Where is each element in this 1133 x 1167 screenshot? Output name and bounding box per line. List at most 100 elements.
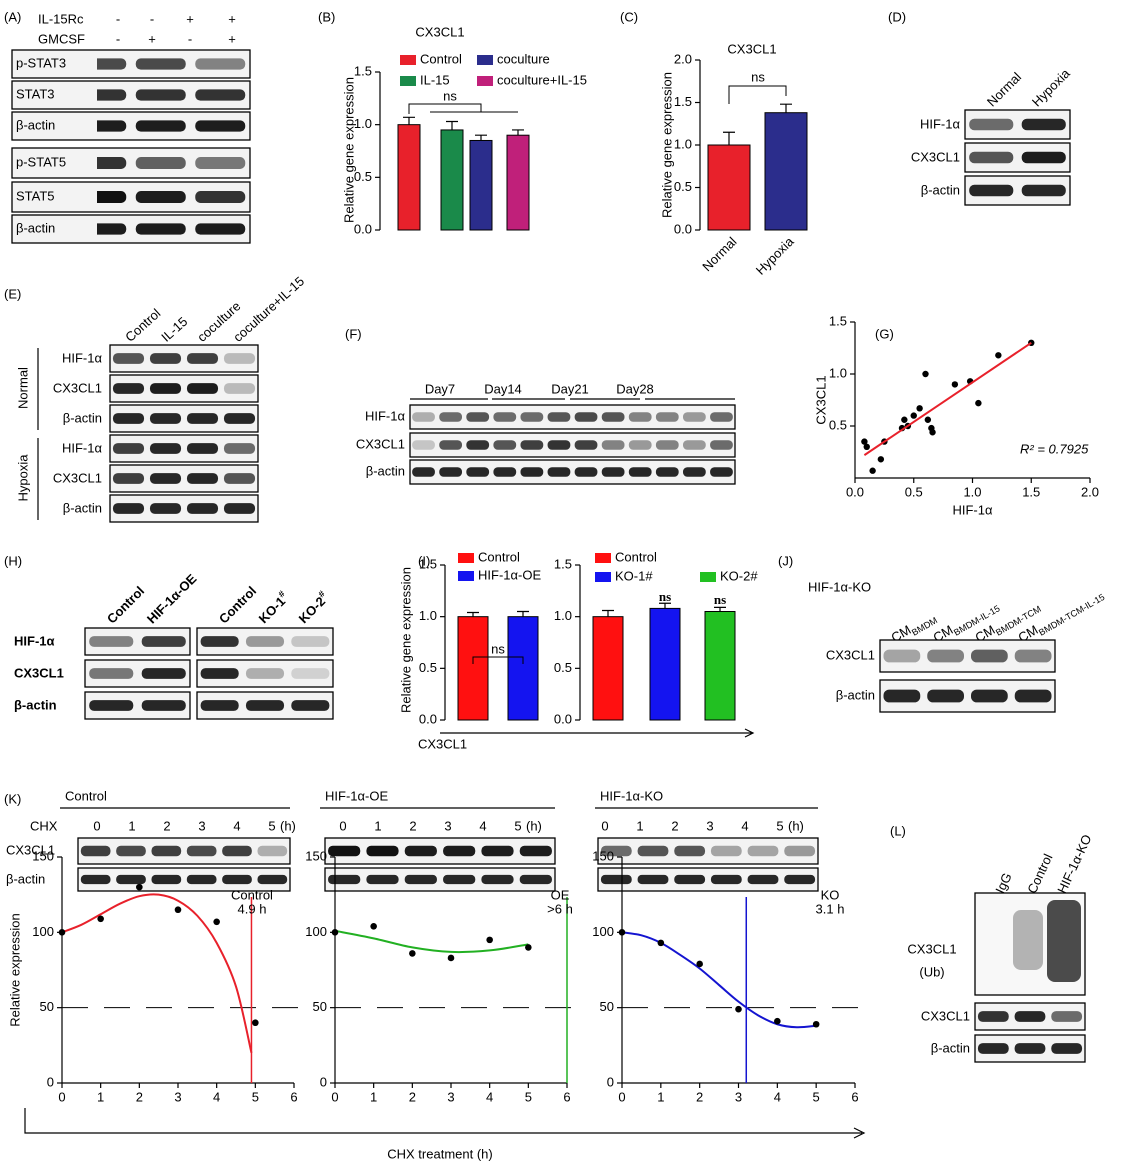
- band: [747, 845, 779, 857]
- band: [135, 89, 186, 101]
- x-axis-label: CHX treatment (h): [387, 1146, 492, 1161]
- band: [151, 874, 182, 885]
- band: [547, 440, 571, 450]
- band: [222, 874, 252, 885]
- bar: [440, 129, 464, 231]
- legend-swatch: [595, 553, 611, 563]
- label-sup: #: [276, 589, 287, 600]
- band: [466, 412, 490, 422]
- time-label: 1: [128, 818, 135, 833]
- band: [600, 845, 632, 857]
- x-tick-label: 0: [58, 1089, 65, 1104]
- data-point: [812, 1020, 820, 1028]
- band: [200, 636, 239, 647]
- row-label: HIF-1α: [920, 116, 961, 131]
- bar: [704, 611, 736, 721]
- x-tick-label: 0: [331, 1089, 338, 1104]
- band: [784, 845, 816, 857]
- blot-strip: [597, 837, 819, 865]
- band: [328, 845, 361, 857]
- time-label: 2: [163, 818, 170, 833]
- band: [674, 874, 706, 885]
- band: [149, 443, 182, 454]
- legend-label: IL-15: [420, 72, 450, 87]
- row-label: β-actin: [16, 220, 55, 235]
- panel-label: (D): [888, 9, 906, 24]
- label-bg: [13, 51, 97, 77]
- band: [600, 874, 632, 885]
- time-label: 5: [514, 818, 521, 833]
- row-label: CX3CL1: [53, 380, 102, 395]
- panel-label: (A): [4, 9, 21, 24]
- annotation: ns: [659, 589, 671, 604]
- error-bar: [446, 120, 458, 130]
- band: [969, 184, 1014, 197]
- data-point: [525, 944, 532, 951]
- band: [195, 89, 246, 101]
- data-point: [252, 1019, 259, 1027]
- x-tick-label: 0.5: [905, 484, 923, 499]
- band: [520, 412, 544, 422]
- band: [195, 223, 246, 235]
- fit-curve: [61, 893, 253, 1054]
- chart-title: CX3CL1: [727, 41, 776, 56]
- x-tick-label: 5: [525, 1089, 532, 1104]
- y-axis-label: CX3CL1: [813, 375, 828, 424]
- band: [112, 383, 145, 394]
- band: [628, 412, 652, 422]
- y-tick-label: 150: [592, 848, 614, 863]
- data-point: [696, 960, 703, 968]
- smear: [1013, 910, 1043, 970]
- y-tick-label: 50: [40, 999, 54, 1014]
- x-tick-label: 1.0: [963, 484, 981, 499]
- band: [80, 845, 111, 857]
- blot-strip: [409, 404, 736, 430]
- x-tick-label: 3: [447, 1089, 454, 1104]
- error-bar: [517, 610, 529, 617]
- lane-label: Day28: [616, 381, 654, 396]
- group-label: HIF-1α-KO: [600, 788, 663, 803]
- band: [481, 845, 514, 857]
- annotation: R² = 0.7925: [1020, 441, 1089, 456]
- scatter-point: [869, 467, 876, 474]
- band: [969, 151, 1014, 164]
- band: [439, 440, 462, 450]
- band: [222, 845, 252, 857]
- band: [245, 700, 285, 711]
- row-label: p-STAT5: [16, 154, 66, 169]
- band: [223, 443, 256, 454]
- band: [443, 845, 476, 857]
- x-tick-label: 4: [774, 1089, 781, 1104]
- row-label: p-STAT3: [16, 55, 66, 70]
- error-bar: [602, 609, 614, 617]
- band: [89, 636, 134, 647]
- chart-subtitle: 4.9 h: [238, 901, 267, 916]
- band: [223, 503, 256, 514]
- band: [112, 473, 145, 484]
- condition-sign: -: [150, 11, 154, 26]
- significance-bracket: [472, 656, 524, 664]
- band: [547, 467, 571, 477]
- y-tick-label: 100: [32, 924, 54, 939]
- fit-line: [863, 341, 1032, 456]
- band: [291, 700, 330, 711]
- legend-swatch: [595, 572, 611, 582]
- annotation: ns: [751, 69, 765, 84]
- legend-label: coculture: [497, 51, 550, 66]
- band: [195, 120, 246, 132]
- x-axis-label: CX3CL1: [418, 736, 467, 751]
- error-bar: [467, 611, 479, 617]
- x-tick-label: 6: [851, 1089, 858, 1104]
- band: [112, 353, 145, 364]
- row-label: CX3CL1: [907, 941, 956, 956]
- bar: [507, 616, 539, 721]
- label-bg: [13, 183, 97, 211]
- x-tick-label: 1.5: [1022, 484, 1040, 499]
- time-label: 2: [671, 818, 678, 833]
- legend-swatch: [700, 572, 716, 582]
- band: [683, 412, 706, 422]
- condition-name: IL-15Rc: [38, 11, 84, 26]
- y-tick-label: 0: [47, 1074, 54, 1089]
- group-label: Normal: [15, 367, 30, 409]
- y-tick-label: 0.5: [674, 179, 692, 194]
